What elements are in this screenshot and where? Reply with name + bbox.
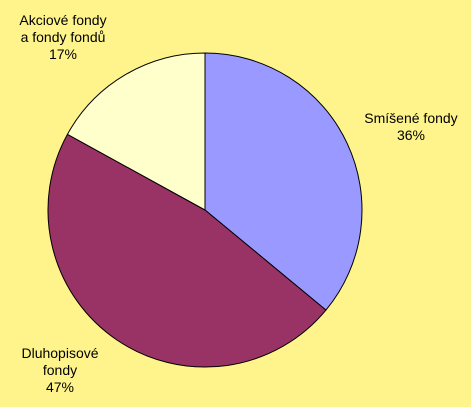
slice-label-akciove-fondy: Akciové fondy a fondy fondů 17%	[0, 12, 126, 63]
slice-percent: 17%	[48, 46, 78, 62]
slice-label-line: Akciové fondy	[19, 12, 107, 28]
slice-label-smisene-fondy: Smíšené fondy 36%	[352, 110, 470, 144]
slice-label-line: Dluhopisové	[21, 345, 99, 361]
pie-slice-smisene-fondy	[204, 52, 363, 311]
slice-percent: 47%	[45, 379, 75, 395]
pie-slice-dluhopisove-fondy	[47, 133, 327, 368]
slice-label-line: fondy	[42, 362, 78, 378]
slice-label-line: a fondy fondů	[20, 29, 106, 45]
slice-percent: 36%	[396, 127, 426, 143]
slice-label-dluhopisove-fondy: Dluhopisové fondy 47%	[5, 345, 115, 396]
slice-label-line: Smíšené fondy	[364, 110, 458, 126]
pie-slices	[47, 52, 363, 368]
pie-slice-akciove-fondy-a-fondy-fondu	[66, 52, 206, 211]
